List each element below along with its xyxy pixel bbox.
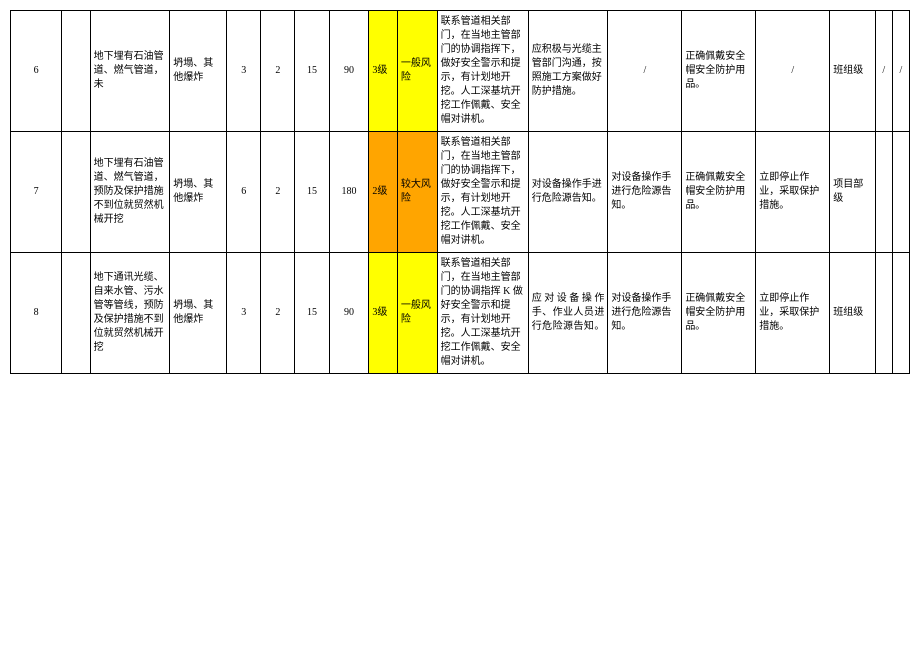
cell-n2: 2 xyxy=(261,11,295,132)
cell-t2: / xyxy=(892,11,909,132)
cell-risk: 较大风险 xyxy=(397,132,437,253)
cell-t1 xyxy=(875,253,892,374)
cell-m3: 正确佩戴安全帽安全防护用品。 xyxy=(682,132,756,253)
cell-m3: 正确佩戴安全帽安全防护用品。 xyxy=(682,253,756,374)
cell-cause: 坍塌、其他爆炸 xyxy=(170,253,227,374)
cell-n3: 15 xyxy=(295,253,329,374)
cell-m5: 班组级 xyxy=(830,11,876,132)
cell-t1 xyxy=(875,132,892,253)
table-row: 7 地下埋有石油管道、燃气管道，预防及保护措施不到位就贸然机械开挖 坍塌、其他爆… xyxy=(11,132,910,253)
cell-empty xyxy=(62,132,90,253)
cell-index: 8 xyxy=(11,253,62,374)
cell-cause: 坍塌、其他爆炸 xyxy=(170,132,227,253)
cell-m1: 应对设备操作手、作业人员进行危险源告知。 xyxy=(528,253,608,374)
cell-n4: 90 xyxy=(329,253,369,374)
cell-desc: 地下埋有石油管道、燃气管道，未 xyxy=(90,11,170,132)
cell-risk: 一般风险 xyxy=(397,11,437,132)
cell-cause: 坍塌、其他爆炸 xyxy=(170,11,227,132)
cell-level: 3级 xyxy=(369,11,397,132)
cell-level: 2级 xyxy=(369,132,397,253)
cell-n4: 180 xyxy=(329,132,369,253)
cell-index: 7 xyxy=(11,132,62,253)
cell-n1: 6 xyxy=(227,132,261,253)
cell-m2: 对设备操作手进行危险源告知。 xyxy=(608,132,682,253)
cell-empty xyxy=(62,11,90,132)
cell-m3: 正确佩戴安全帽安全防护用品。 xyxy=(682,11,756,132)
cell-m5: 项目部级 xyxy=(830,132,876,253)
cell-desc: 地下通讯光缆、自来水管、污水管等管线，预防及保护措施不到位就贸然机械开挖 xyxy=(90,253,170,374)
table-row: 6 地下埋有石油管道、燃气管道，未 坍塌、其他爆炸 3 2 15 90 3级 一… xyxy=(11,11,910,132)
cell-t2 xyxy=(892,253,909,374)
cell-measure: 联系管道相关部门，在当地主管部门的协调指挥 K 做好安全警示和提示，有计划地开挖… xyxy=(437,253,528,374)
table-row: 8 地下通讯光缆、自来水管、污水管等管线，预防及保护措施不到位就贸然机械开挖 坍… xyxy=(11,253,910,374)
cell-risk: 一般风险 xyxy=(397,253,437,374)
cell-m4: 立即停止作业，采取保护措施。 xyxy=(756,132,830,253)
cell-empty xyxy=(62,253,90,374)
cell-m1: 对设备操作手进行危险源告知。 xyxy=(528,132,608,253)
cell-measure: 联系管道相关部门，在当地主管部门的协调指挥下，做好安全警示和提示，有计划地开挖。… xyxy=(437,11,528,132)
cell-m1: 应积极与光缆主管部门沟通，按照施工方案做好防护措施。 xyxy=(528,11,608,132)
risk-table: 6 地下埋有石油管道、燃气管道，未 坍塌、其他爆炸 3 2 15 90 3级 一… xyxy=(10,10,910,374)
cell-t1: / xyxy=(875,11,892,132)
cell-n4: 90 xyxy=(329,11,369,132)
cell-n2: 2 xyxy=(261,132,295,253)
cell-m4: / xyxy=(756,11,830,132)
cell-m2: / xyxy=(608,11,682,132)
cell-n1: 3 xyxy=(227,11,261,132)
cell-m2: 对设备操作手进行危险源告知。 xyxy=(608,253,682,374)
cell-t2 xyxy=(892,132,909,253)
cell-m4: 立即停止作业，采取保护措施。 xyxy=(756,253,830,374)
cell-measure: 联系管道相关部门，在当地主管部门的协调指挥下，做好安全警示和提示，有计划地开挖。… xyxy=(437,132,528,253)
risk-table-body: 6 地下埋有石油管道、燃气管道，未 坍塌、其他爆炸 3 2 15 90 3级 一… xyxy=(11,11,910,374)
cell-index: 6 xyxy=(11,11,62,132)
cell-desc: 地下埋有石油管道、燃气管道，预防及保护措施不到位就贸然机械开挖 xyxy=(90,132,170,253)
cell-n3: 15 xyxy=(295,132,329,253)
cell-n2: 2 xyxy=(261,253,295,374)
cell-m5: 班组级 xyxy=(830,253,876,374)
cell-level: 3级 xyxy=(369,253,397,374)
cell-n3: 15 xyxy=(295,11,329,132)
cell-n1: 3 xyxy=(227,253,261,374)
